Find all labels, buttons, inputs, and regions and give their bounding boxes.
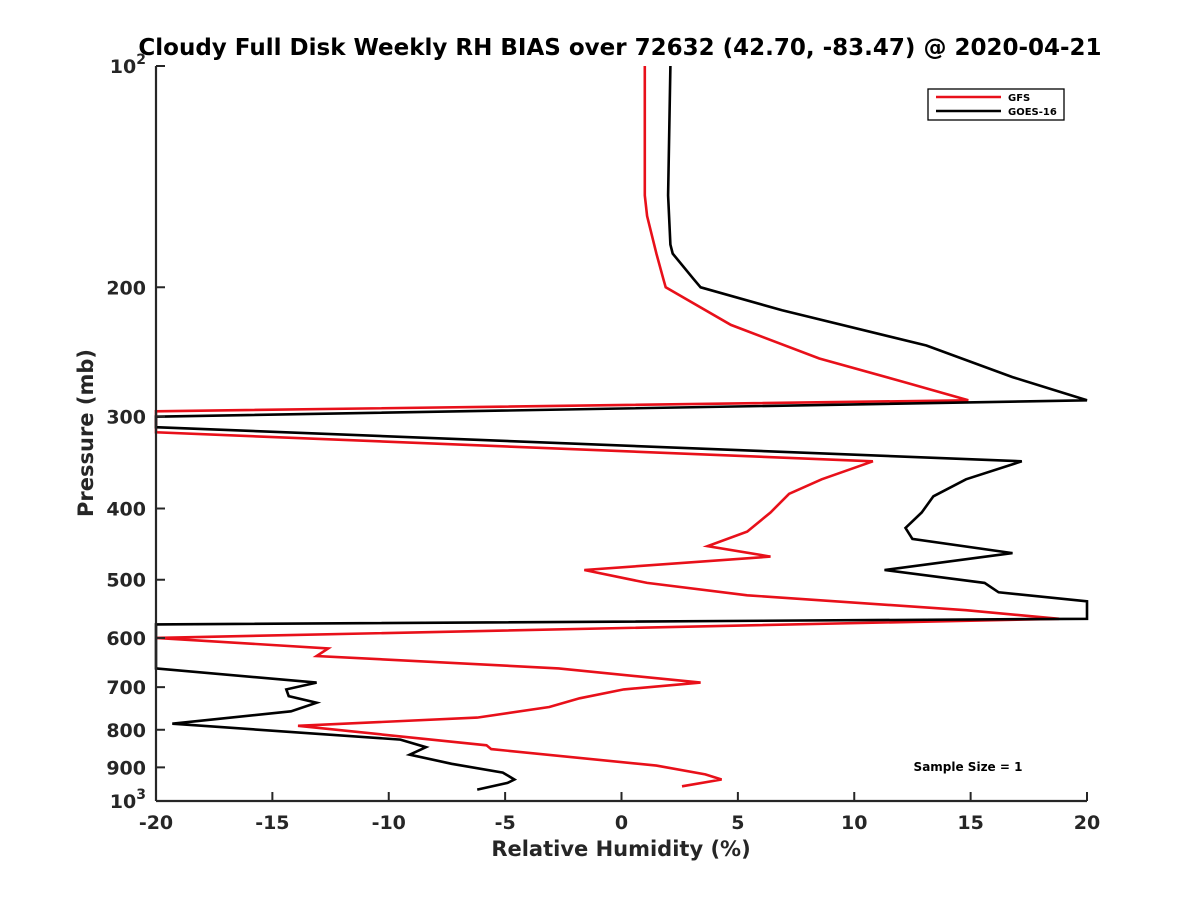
x-tick-label: 20 xyxy=(1074,812,1100,834)
legend: GFS GOES-16 xyxy=(927,88,1065,121)
x-tick-label: 5 xyxy=(731,812,744,834)
y-tick-label: 103 xyxy=(110,787,146,813)
sample-size-annotation: Sample Size = 1 xyxy=(914,760,1023,774)
chart-title: Cloudy Full Disk Weekly RH BIAS over 726… xyxy=(138,35,1101,61)
x-tick-label: 0 xyxy=(615,812,628,834)
x-tick-label: 15 xyxy=(957,812,983,834)
y-tick-label: 200 xyxy=(106,277,146,299)
y-tick-label: 400 xyxy=(106,499,146,521)
y-tick-label: 102 xyxy=(110,52,146,78)
y-ticks: 102 200 300 400 500 600 700 800 900 103 xyxy=(106,52,165,813)
x-tick-label: -10 xyxy=(372,812,406,834)
legend-box xyxy=(927,88,1065,121)
y-tick-label: 500 xyxy=(106,570,146,592)
series-line-gfs xyxy=(154,66,1060,788)
y-tick-label: 800 xyxy=(106,720,146,742)
y-tick-label: 300 xyxy=(106,407,146,429)
y-axis-label: Pressure (mb) xyxy=(74,349,98,517)
x-tick-label: -5 xyxy=(495,812,516,834)
legend-label-goes16: GOES-16 xyxy=(1008,107,1057,118)
y-tick-label: 900 xyxy=(106,757,146,779)
y-tick-label: 700 xyxy=(106,677,146,699)
x-tick-label: -20 xyxy=(139,812,173,834)
x-tick-label: -15 xyxy=(255,812,289,834)
series-layer xyxy=(154,65,1089,791)
y-tick-label: 600 xyxy=(106,628,146,650)
legend-label-gfs: GFS xyxy=(1008,93,1030,104)
series-line-goes16 xyxy=(154,65,1089,791)
x-tick-label: 10 xyxy=(841,812,867,834)
x-axis-label: Relative Humidity (%) xyxy=(491,837,750,861)
x-ticks: -20 -15 -10 -5 0 5 10 15 20 xyxy=(139,792,1100,834)
